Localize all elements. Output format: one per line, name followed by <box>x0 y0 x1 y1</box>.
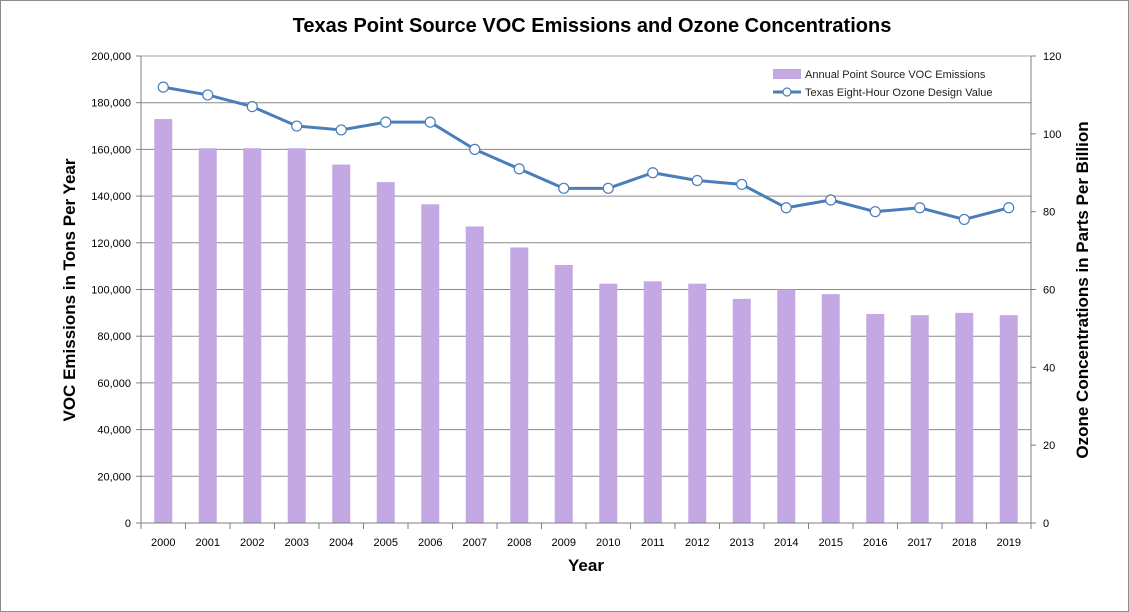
ozone-point <box>958 213 970 226</box>
ozone-point <box>513 163 525 175</box>
ozone-point <box>647 167 659 179</box>
bar <box>287 148 306 524</box>
ozone-point <box>335 124 347 136</box>
bar <box>198 148 217 524</box>
x-tick-label: 2010 <box>596 537 620 549</box>
y2-tick-label: 40 <box>1043 362 1055 374</box>
legend-bar-swatch <box>773 69 801 79</box>
bar <box>866 314 885 523</box>
ozone-point <box>691 174 703 187</box>
legend-line-label: Texas Eight-Hour Ozone Design Value <box>805 87 993 99</box>
bar <box>154 119 173 524</box>
x-tick-label: 2005 <box>374 537 398 549</box>
x-tick-label: 2015 <box>819 537 843 549</box>
ozone-point <box>291 120 303 132</box>
ozone-point <box>1003 202 1015 214</box>
bar <box>599 283 618 523</box>
y2-tick-label: 20 <box>1043 440 1055 452</box>
x-tick-label: 2003 <box>285 537 309 549</box>
ozone-point <box>825 194 837 206</box>
x-tick-label: 2013 <box>730 537 754 549</box>
x-tick-label: 2011 <box>641 537 665 549</box>
y-tick-label: 80,000 <box>97 331 131 343</box>
chart-title: Texas Point Source VOC Emissions and Ozo… <box>293 15 892 37</box>
ozone-point <box>157 81 169 93</box>
y-tick-label: 140,000 <box>91 191 131 203</box>
y2-tick-label: 100 <box>1043 129 1061 141</box>
bar <box>732 298 751 523</box>
x-tick-label: 2019 <box>997 537 1021 549</box>
ozone-point <box>469 143 481 155</box>
bar <box>777 289 796 523</box>
y-axis-title: VOC Emissions in Tons Per Year <box>60 158 79 421</box>
bar <box>821 294 840 523</box>
bar <box>510 247 529 523</box>
bar <box>999 315 1018 523</box>
axes <box>136 55 1036 529</box>
y-tick-label: 180,000 <box>91 98 131 110</box>
x-tick-label: 2018 <box>952 537 976 549</box>
x-axis-title: Year <box>568 556 604 575</box>
bar <box>643 281 662 523</box>
bar <box>554 264 573 523</box>
x-tick-label: 2012 <box>685 537 709 549</box>
bar <box>465 226 484 523</box>
x-tick-label: 2004 <box>329 537 353 549</box>
ozone-point <box>424 116 436 128</box>
ozone-point <box>380 116 392 128</box>
y-tick-label: 40,000 <box>97 425 131 437</box>
legend-bar-label: Annual Point Source VOC Emissions <box>805 69 986 81</box>
ozone-point <box>602 182 614 194</box>
y2-tick-label: 80 <box>1043 207 1055 219</box>
x-tick-label: 2008 <box>507 537 531 549</box>
x-tick-label: 2014 <box>774 537 798 549</box>
x-tick-label: 2007 <box>463 537 487 549</box>
line-series <box>157 81 1015 226</box>
legend-line-marker <box>782 87 792 97</box>
bar <box>910 315 929 523</box>
ozone-point <box>780 202 792 214</box>
x-tick-label: 2016 <box>863 537 887 549</box>
x-tick-label: 2017 <box>908 537 932 549</box>
y2-tick-label: 60 <box>1043 285 1055 297</box>
y-tick-label: 100,000 <box>91 285 131 297</box>
x-tick-label: 2002 <box>240 537 264 549</box>
ozone-point <box>736 178 748 191</box>
bar <box>688 283 707 523</box>
x-tick-label: 2006 <box>418 537 442 549</box>
x-tick-label: 2000 <box>151 537 175 549</box>
ozone-point <box>558 182 570 194</box>
y2-axis-title: Ozone Concentrations in Parts Per Billio… <box>1073 121 1092 458</box>
gridlines <box>140 55 1032 524</box>
bar <box>332 164 351 523</box>
bar <box>421 204 440 523</box>
ozone-point <box>246 100 258 113</box>
tick-labels: 0 20,000 40,000 60,000 80,000 100,000 120,000 1… <box>91 51 1061 549</box>
y-tick-label: 160,000 <box>91 144 131 156</box>
bar <box>955 312 974 523</box>
y-tick-label: 200,000 <box>91 51 131 63</box>
y-tick-label: 120,000 <box>91 238 131 250</box>
y-tick-label: 60,000 <box>97 378 131 390</box>
y2-tick-label: 120 <box>1043 51 1061 63</box>
ozone-point <box>202 89 214 101</box>
y-tick-label: 20,000 <box>97 471 131 483</box>
x-tick-label: 2009 <box>552 537 576 549</box>
y2-tick-label: 0 <box>1043 518 1049 530</box>
x-tick-label: 2001 <box>196 537 220 549</box>
ozone-line <box>162 85 1010 221</box>
ozone-point <box>914 202 926 214</box>
ozone-point <box>869 206 881 218</box>
y-tick-label: 0 <box>125 518 131 530</box>
bar-series <box>154 119 1018 524</box>
bar <box>376 182 395 523</box>
bar <box>243 148 262 524</box>
legend: Annual Point Source VOC Emissions Texas … <box>773 69 993 99</box>
